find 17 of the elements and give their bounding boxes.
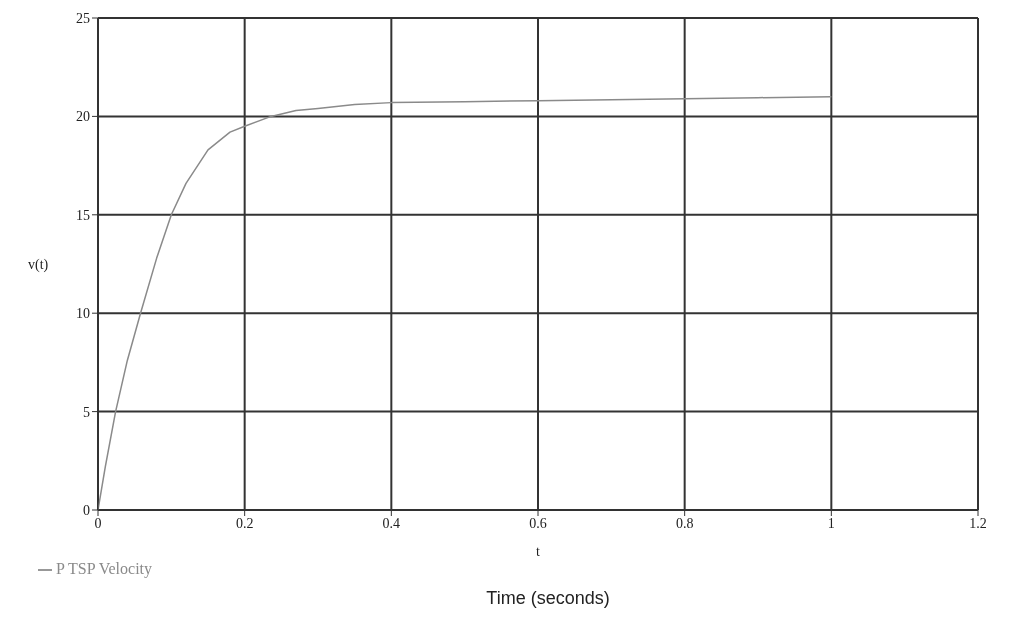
legend-label: P TSP Velocity — [56, 560, 153, 577]
x-tick-label: 1 — [827, 515, 835, 531]
x-axis-title: t — [536, 544, 541, 559]
x-tick-label: 0.8 — [675, 515, 694, 531]
x-tick-label: 0.4 — [382, 515, 401, 531]
x-tick-label: 1.2 — [969, 515, 987, 531]
y-tick-label: 25 — [76, 10, 90, 26]
y-tick-label: 15 — [76, 207, 90, 223]
y-tick-label: 5 — [83, 404, 90, 420]
y-tick-label: 10 — [76, 306, 90, 322]
x-tick-label: 0.6 — [529, 515, 547, 531]
y-axis-title: v(t) — [28, 256, 49, 273]
x-tick-label: 0.2 — [235, 515, 254, 531]
text: Time (seconds) — [485, 588, 611, 609]
x-tick-label: 0 — [94, 515, 102, 531]
y-tick-label: 0 — [83, 502, 90, 518]
y-tick-label: 20 — [76, 109, 90, 125]
